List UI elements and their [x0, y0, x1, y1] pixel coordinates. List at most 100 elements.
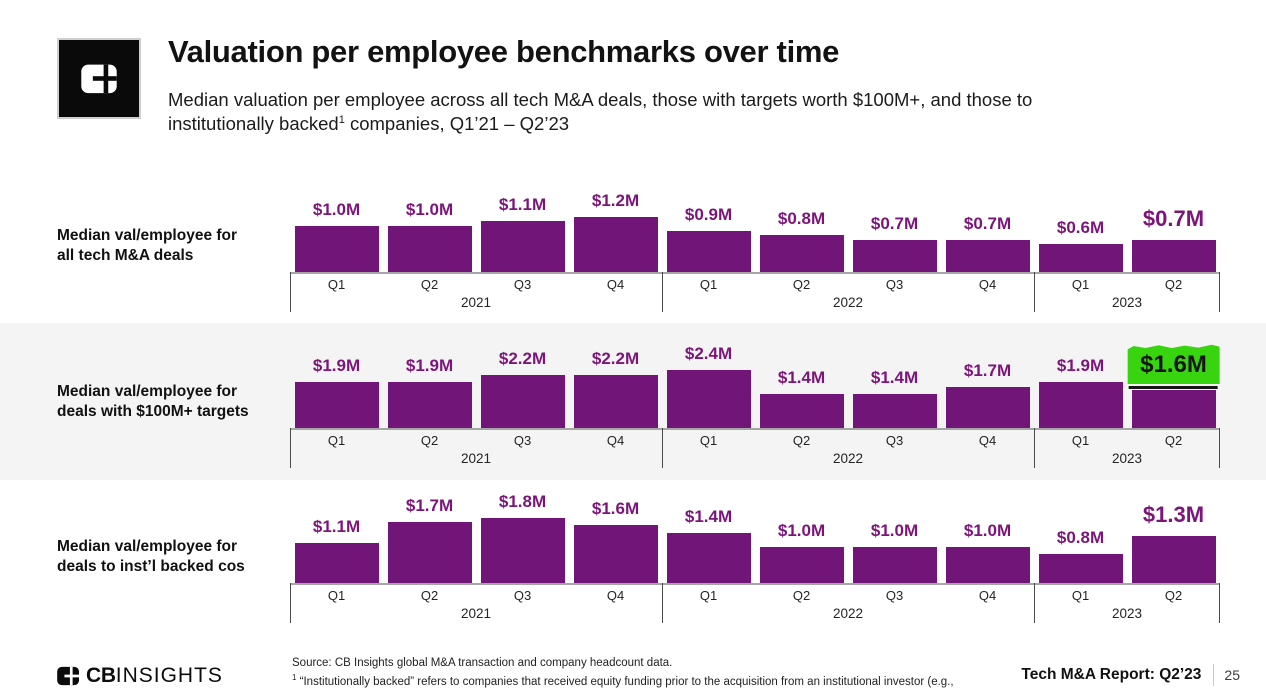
bar: [1038, 382, 1123, 428]
bar: [945, 387, 1030, 428]
axis-quarter-label: Q4: [978, 433, 997, 448]
footnote-line: “Institutionally backed” refers to compa…: [296, 676, 954, 688]
axis-quarter-label: Q1: [699, 588, 718, 603]
bar-cell: $1.2M: [569, 182, 662, 272]
bar-value-label: $1.6M: [591, 499, 640, 518]
bar-value-label: $1.0M: [777, 521, 826, 540]
axis-quarter-label: Q1: [699, 433, 718, 448]
axis-year-separator: [290, 272, 291, 312]
bar: [573, 525, 658, 583]
bar: [945, 547, 1030, 583]
axis-year-separator: [662, 272, 663, 312]
axis-year-label: 2023: [1111, 606, 1143, 621]
logo-text-bold: CB: [86, 664, 116, 687]
bar-value-label: $0.8M: [1056, 528, 1105, 547]
bar-value-label: $1.1M: [498, 195, 547, 214]
bar-cell: $1.1M: [476, 182, 569, 272]
axis-quarter-label: Q1: [1071, 433, 1090, 448]
bar-value-label: $2.2M: [498, 349, 547, 368]
bar: [1131, 390, 1216, 428]
cbinsights-block-icon: [57, 38, 141, 119]
bar: [666, 370, 751, 428]
bar-value-label: $1.0M: [870, 521, 919, 540]
axis-quarter-label: Q2: [1164, 588, 1183, 603]
bar-value-label: $0.9M: [684, 205, 733, 224]
axis-year-label: 2021: [460, 451, 492, 466]
bar: [759, 394, 844, 428]
axis-quarter-label: Q2: [420, 433, 439, 448]
axis-year-label: 2021: [460, 606, 492, 621]
bar-cell: $1.0M: [848, 493, 941, 583]
bar: [852, 394, 937, 428]
bar: [852, 547, 937, 583]
subtitle-line1: Median valuation per employee across all…: [168, 89, 1033, 110]
report-title: Tech M&A Report: Q2’23: [1021, 666, 1202, 683]
axis-year-label: 2023: [1111, 451, 1143, 466]
highlighted-value: $1.6M: [1127, 344, 1220, 389]
bar-cell: $0.7M: [1127, 182, 1220, 272]
bar: [1131, 240, 1216, 272]
logo-text-light: INSIGHTS: [115, 664, 223, 687]
bar-cell: $0.7M: [941, 182, 1034, 272]
bar-chart-instl-backed: $1.1M $1.7M $1.8M $1.6M $1.4M $1.0M $1.0M $1.0M…: [290, 492, 1220, 623]
bar-cell: $1.9M: [1034, 338, 1127, 428]
axis-year-label: 2022: [832, 606, 864, 621]
subtitle-line2: institutionally backed: [168, 112, 339, 134]
axis-quarter-label: Q4: [606, 277, 625, 292]
page-divider: [1213, 664, 1215, 686]
axis-year-separator: [1034, 583, 1035, 623]
axis-year-label: 2021: [460, 295, 492, 310]
bar-value-label: $1.0M: [312, 200, 361, 219]
bar-value-label: $1.4M: [870, 368, 919, 387]
axis-quarter-label: Q2: [420, 277, 439, 292]
axis-year-separator: [1034, 428, 1035, 468]
bar-value-label: $1.0M: [963, 521, 1012, 540]
page-number: 25: [1224, 667, 1240, 683]
axis-year-label: 2022: [832, 451, 864, 466]
bar: [573, 375, 658, 428]
bar-cell: $2.2M: [569, 338, 662, 428]
axis-baseline: [290, 272, 1220, 274]
bar-value-label: $1.7M: [405, 496, 454, 515]
bar-cell: $1.9M: [383, 338, 476, 428]
bar-cell: $1.7M: [383, 493, 476, 583]
axis-year-separator: [1219, 272, 1220, 312]
axis-quarter-label: Q2: [420, 588, 439, 603]
bar: [387, 226, 472, 272]
bar: [759, 235, 844, 272]
axis-baseline: [290, 583, 1220, 585]
axis-quarter-label: Q4: [606, 433, 625, 448]
bar-cell: $0.8M: [1034, 493, 1127, 583]
axis-year-label: 2022: [832, 295, 864, 310]
bar: [573, 217, 658, 272]
bar-value-label: $1.4M: [777, 368, 826, 387]
bar-cells: $1.0M $1.0M $1.1M $1.2M $0.9M $0.8M $0.7M $0.7M…: [290, 182, 1220, 272]
axis-year-label: 2023: [1111, 295, 1143, 310]
bar: [294, 226, 379, 272]
bar: [1038, 554, 1123, 583]
axis-quarter-label: Q2: [792, 433, 811, 448]
bar-cell: $1.6M: [569, 493, 662, 583]
axis-year-separator: [290, 428, 291, 468]
axis-quarter-label: Q3: [885, 588, 904, 603]
bar-value-label: $2.4M: [684, 344, 733, 363]
footnote-marker: 1: [292, 673, 297, 683]
bar-value-label: $1.7M: [963, 361, 1012, 380]
bar-cells: $1.1M $1.7M $1.8M $1.6M $1.4M $1.0M $1.0M $1.0M…: [290, 492, 1220, 583]
axis-quarter-label: Q4: [978, 588, 997, 603]
bar-value-label: $1.0M: [405, 200, 454, 219]
bar-chart-100m-targets: $1.9M $1.9M $2.2M $2.2M $2.4M $1.4M $1.4M $1.7M…: [290, 338, 1220, 468]
bar-value-label: $1.9M: [312, 356, 361, 375]
subtitle-line2-end: companies, Q1’21 – Q2’23: [344, 112, 570, 134]
bar-value-label: $1.9M: [1056, 356, 1105, 375]
bar-cell: $1.4M: [848, 338, 941, 428]
row-label: Median val/employee for deals to inst’l …: [57, 538, 245, 576]
bar-cell: $1.0M: [755, 493, 848, 583]
bar: [294, 382, 379, 428]
bar-value-label: $0.7M: [870, 214, 919, 233]
axis-quarter-label: Q4: [606, 588, 625, 603]
bar-cell: $1.8M: [476, 492, 569, 583]
bar: [852, 240, 937, 272]
bar-cell: $1.6M: [1127, 338, 1220, 428]
bar: [294, 543, 379, 583]
